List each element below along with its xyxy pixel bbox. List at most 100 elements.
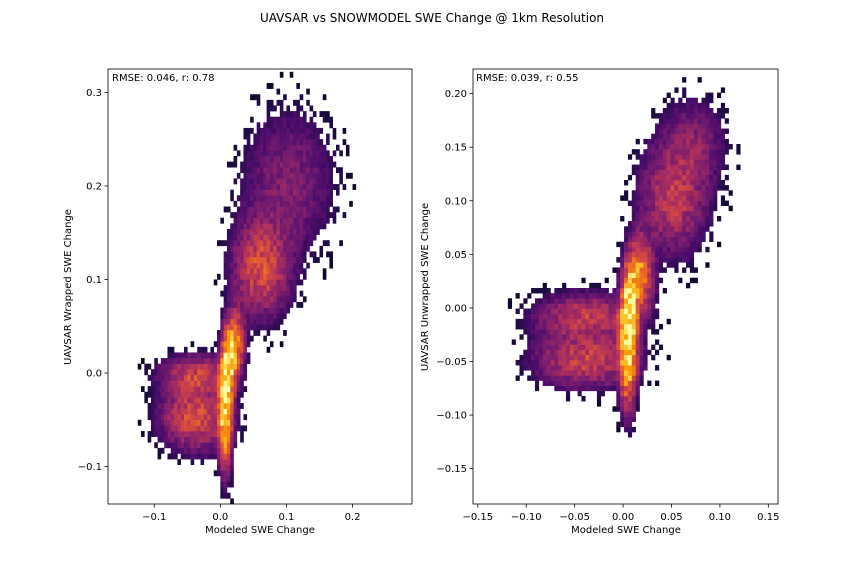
right-heatmap-cell (705, 149, 710, 155)
left-y-tick-label: 0.2 (86, 181, 102, 192)
left-heatmap-cell (266, 330, 271, 336)
left-heatmap-cell (276, 200, 281, 207)
left-heatmap-cell (240, 245, 244, 252)
right-heatmap-cell (713, 200, 718, 207)
left-heatmap-cell (220, 318, 224, 325)
right-heatmap-cell (670, 133, 675, 140)
right-heatmap-cell (678, 113, 683, 119)
left-heatmap-cell (184, 408, 188, 415)
left-heatmap-cell (220, 414, 224, 421)
right-heatmap-cell (523, 313, 528, 320)
right-heatmap-cell (701, 108, 706, 114)
right-heatmap-cell (689, 149, 695, 155)
right-heatmap-cell (643, 272, 648, 279)
right-heatmap-cell (662, 288, 667, 294)
left-heatmap-cell (289, 161, 294, 168)
right-heatmap-cell (569, 324, 574, 330)
right-heatmap-cell (550, 344, 555, 351)
right-heatmap-cell (565, 318, 571, 325)
right-heatmap-cell (565, 339, 571, 345)
right-heatmap-cell (585, 293, 590, 299)
right-heatmap-cell (538, 339, 544, 345)
right-heatmap-cell (527, 354, 532, 361)
right-heatmap-cell (581, 288, 586, 294)
left-heatmap-cell (269, 178, 274, 185)
left-heatmap-cell (193, 453, 198, 460)
left-heatmap-cell (319, 189, 324, 196)
right-heatmap-cell (631, 236, 636, 243)
left-heatmap-cell (223, 262, 228, 269)
left-heatmap-cell (266, 318, 271, 325)
right-heatmap-cell (542, 313, 547, 320)
left-heatmap-cell (319, 139, 324, 146)
left-heatmap-cell (286, 133, 291, 140)
left-heatmap-cell (279, 99, 284, 106)
left-heatmap-cell (302, 240, 307, 247)
left-heatmap-cell (243, 150, 248, 157)
left-heatmap-cell (316, 139, 320, 146)
left-heatmap-cell (233, 346, 238, 353)
left-heatmap-cell (319, 150, 324, 157)
left-heatmap-cell (319, 212, 324, 219)
right-heatmap-cell (620, 329, 625, 335)
left-heatmap-cell (263, 200, 267, 207)
right-heatmap-cell (616, 354, 621, 361)
left-heatmap-cell (170, 436, 175, 443)
left-heatmap-cell (279, 122, 284, 129)
right-heatmap-cell (724, 149, 729, 155)
right-heatmap-cell (674, 123, 679, 129)
right-heatmap-cell (635, 205, 640, 212)
right-heatmap-cell (655, 308, 660, 315)
left-panel: −0.1 0.0 0.1 0.2 −0.10.00.10.20.3 RMSE: 0.0… (63, 68, 413, 536)
right-heatmap-cell (647, 190, 652, 196)
right-heatmap-cell (670, 123, 675, 129)
left-heatmap-cell (289, 296, 294, 303)
left-heatmap-cell (309, 144, 314, 151)
left-heatmap-cell (167, 414, 172, 421)
left-heatmap-cell (197, 380, 201, 387)
left-heatmap-cell (319, 217, 324, 224)
left-heatmap-cell (269, 184, 274, 190)
right-heatmap-cell (639, 210, 644, 217)
left-heatmap-cell (283, 273, 287, 280)
left-heatmap-cell (296, 111, 300, 118)
left-heatmap-cell (299, 240, 304, 247)
right-heatmap-cell (558, 370, 563, 376)
right-heatmap-cell (693, 102, 698, 109)
right-heatmap-cell (658, 195, 664, 201)
right-heatmap-cell (631, 205, 636, 212)
right-heatmap-cell (577, 324, 582, 330)
left-heatmap-cell (193, 408, 198, 415)
right-heatmap-cell (546, 313, 551, 320)
right-heatmap-cell (616, 334, 621, 340)
right-heatmap-cell (713, 169, 718, 176)
right-heatmap-cell (593, 288, 598, 294)
right-heatmap-cell (624, 426, 629, 433)
right-heatmap-cell (635, 267, 640, 273)
right-heatmap-cell (666, 123, 671, 129)
right-heatmap-cell (554, 380, 559, 387)
left-heatmap-cell (217, 402, 221, 409)
right-heatmap-cell (554, 329, 559, 335)
right-heatmap-cell (701, 154, 706, 160)
right-heatmap-cell (620, 303, 625, 309)
left-heatmap-cell (226, 245, 231, 252)
left-heatmap-cell (316, 189, 320, 196)
left-heatmap-cell (263, 156, 267, 162)
left-heatmap-cell (230, 470, 234, 477)
right-heatmap-cell (655, 123, 660, 129)
right-heatmap-cell (558, 313, 563, 320)
left-heatmap-cell (184, 363, 188, 370)
left-heatmap-cell (240, 307, 244, 314)
right-heatmap-cell (624, 334, 629, 340)
right-heatmap-cell (631, 190, 636, 196)
left-heatmap-cell (302, 122, 307, 129)
left-heatmap-cell (299, 251, 304, 258)
right-heatmap-cell (647, 144, 652, 150)
left-heatmap-cell (253, 172, 257, 179)
left-heatmap-cell (217, 447, 221, 454)
left-heatmap-cell (240, 206, 244, 213)
left-heatmap-cell (266, 234, 271, 241)
left-heatmap-cell (293, 206, 297, 213)
right-heatmap-cell (689, 205, 695, 212)
